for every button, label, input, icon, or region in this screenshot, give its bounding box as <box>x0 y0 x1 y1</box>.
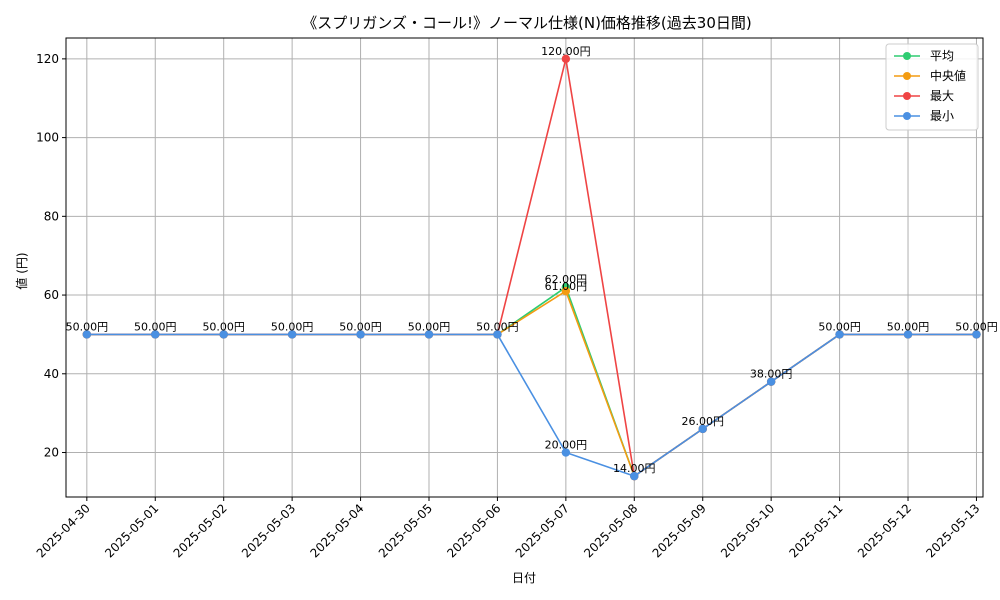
data-point <box>835 330 844 339</box>
x-tick-label: 2025-05-06 <box>444 501 503 560</box>
data-label: 50.00円 <box>134 320 177 333</box>
data-point <box>561 448 571 457</box>
data-label: 50.00円 <box>408 320 451 333</box>
y-tick-label: 80 <box>44 209 59 223</box>
data-point <box>493 330 502 339</box>
legend-box <box>885 43 979 131</box>
data-label: 50.00円 <box>887 320 930 333</box>
y-tick-label: 40 <box>44 367 59 381</box>
x-tick-label: 2025-05-08 <box>581 501 640 560</box>
data-label: 120.00円 <box>541 45 591 58</box>
legend-marker <box>903 72 911 80</box>
x-axis-ticks: 2025-04-30 2025-05-01 2025-05-02 2025-05-03… <box>34 497 983 560</box>
data-label: 50.00円 <box>955 320 998 333</box>
data-label: 61.00円 <box>545 280 588 293</box>
x-tick-label: 2025-04-30 <box>34 501 93 560</box>
data-label: 50.00円 <box>271 320 314 333</box>
series-line-3 <box>86 58 977 478</box>
legend-label: 中央値 <box>930 68 966 83</box>
grid <box>66 38 983 497</box>
data-point <box>561 286 571 296</box>
x-tick-label: 2025-05-04 <box>307 501 366 560</box>
x-tick-label: 2025-05-05 <box>376 501 435 560</box>
y-tick-label: 100 <box>36 131 59 145</box>
data-label: 50.00円 <box>202 320 245 333</box>
data-label: 38.00円 <box>750 368 793 381</box>
data-point <box>698 424 707 434</box>
y-tick-label: 20 <box>44 446 59 460</box>
data-point <box>356 330 365 339</box>
data-label: 50.00円 <box>66 320 109 333</box>
data-point <box>82 330 92 339</box>
legend-marker <box>903 52 911 60</box>
data-label: 50.00円 <box>476 320 519 333</box>
legend-label: 最大 <box>930 89 954 103</box>
data-point <box>287 330 297 339</box>
plot-frame <box>65 37 984 498</box>
data-label: 50.00円 <box>818 320 861 333</box>
x-tick-label: 2025-05-13 <box>923 501 982 560</box>
y-axis-ticks: 20 40 60 80 100 120 <box>36 52 66 460</box>
data-point <box>151 330 160 339</box>
legend-label: 最小 <box>930 109 954 123</box>
data-point <box>219 330 228 339</box>
data-labels: 50.00円 50.00円 50.00円 50.00円 50.00円 50.00円 50.0… <box>66 45 998 475</box>
x-tick-label: 2025-05-09 <box>650 501 709 560</box>
y-tick-label: 60 <box>44 288 59 302</box>
series-line-2 <box>86 289 977 478</box>
data-point <box>766 377 776 386</box>
series-line-4 <box>86 333 977 478</box>
x-tick-label: 2025-05-10 <box>718 501 777 560</box>
x-axis-label: 日付 <box>512 571 536 585</box>
data-point <box>561 54 571 64</box>
legend-marker <box>903 92 911 100</box>
x-tick-label: 2025-05-02 <box>171 501 230 560</box>
x-tick-label: 2025-05-11 <box>786 501 845 560</box>
data-label: 50.00円 <box>339 320 382 333</box>
legend-marker <box>903 112 911 120</box>
data-point <box>630 471 639 481</box>
series-layer <box>82 54 981 481</box>
data-point <box>903 330 913 339</box>
data-label: 20.00円 <box>545 439 588 452</box>
data-label: 26.00円 <box>681 415 724 428</box>
data-point <box>972 330 981 339</box>
legend-label: 平均 <box>930 49 954 63</box>
y-tick-label: 120 <box>36 52 59 66</box>
x-tick-label: 2025-05-07 <box>513 501 572 560</box>
data-point <box>424 330 434 339</box>
x-tick-label: 2025-05-03 <box>239 501 298 560</box>
data-label: 62.00円 <box>545 273 588 286</box>
x-tick-label: 2025-05-01 <box>102 501 161 560</box>
series-line-1 <box>86 285 977 478</box>
data-label: 14.00円 <box>613 462 656 475</box>
y-axis-label: 値 (円) <box>14 252 29 289</box>
chart-title: 《スプリガンズ・コール!》ノーマル仕様(N)価格推移(過去30日間) <box>302 14 751 32</box>
x-tick-label: 2025-05-12 <box>855 501 914 560</box>
